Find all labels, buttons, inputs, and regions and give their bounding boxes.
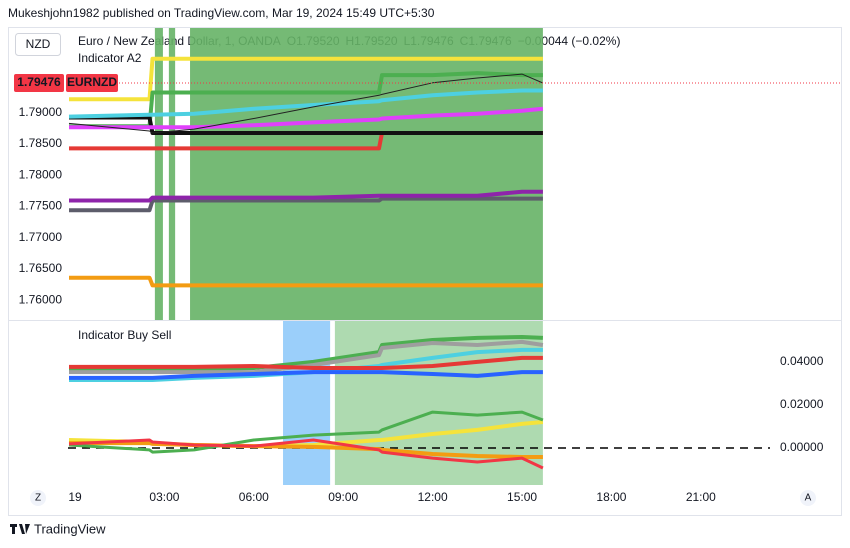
y-tick-label: 0.00000 [780,440,824,454]
price-change: −0.00044 (−0.02%) [518,34,621,48]
pane: 0.00000 0.02000 0.04000 Indicator Buy Sell 1… [68,321,824,504]
indicator-line [69,189,543,203]
published-line: Mukeshjohn1982 published on TradingView.… [8,6,435,20]
y-tick-label: 1.79000 [19,105,63,119]
ticker-tag [66,73,118,92]
ticker-tag-label: EURNZD [67,75,117,89]
indicator-line [69,115,543,135]
brand-logo [10,524,30,534]
x-tick-label: 21:00 [686,490,716,504]
price-tag-value: 1.79476 [17,75,61,89]
x-tick-label: 03:00 [149,490,179,504]
y-tick-label: 1.78500 [19,136,63,150]
indicator-line [69,275,543,288]
signal-zone [283,321,331,485]
indicator-line [69,106,544,130]
y-tick-label: 1.77000 [19,230,63,244]
x-tick-label: 18:00 [596,490,626,504]
x-tick-label: 12:00 [418,490,448,504]
indicator-line [68,88,543,119]
indicator-line [69,56,543,102]
signal-zone [154,28,163,320]
y-tick-label: 0.02000 [780,397,824,411]
indicator-line [69,71,543,129]
indicator-line [69,339,544,375]
brand-name: TradingView [34,521,106,536]
indicator-line [69,355,543,370]
y-tick-label: 0.04000 [780,354,824,368]
auto-button[interactable] [800,490,816,506]
y-tick-label: 1.76500 [19,261,63,275]
indicator-line [69,441,543,459]
signal-zone [168,28,176,320]
y-tick-label: 1.78000 [19,167,63,181]
y-tick-label: 1.77500 [19,199,63,213]
signal-zone [190,28,543,320]
indicator-title: Indicator A2 [78,51,142,65]
indicator-line [69,335,543,372]
x-tick-label: 09:00 [328,490,358,504]
y-tick-label: 1.76000 [19,292,63,306]
currency-label: NZD [26,37,51,51]
chart-frame [8,27,842,516]
zoom-label: Z [35,493,41,504]
indicator-line [69,370,543,380]
indicator-line [68,438,544,470]
x-tick-label: 06:00 [239,490,269,504]
currency-button[interactable] [15,33,61,56]
zoom-button[interactable] [30,490,46,506]
pane: 1.76000 1.76500 1.77000 1.77500 1.78000 1.785… [14,28,840,320]
price-tag [14,73,64,92]
indicator-line [68,410,544,454]
indicator-line [68,73,544,134]
x-tick-label: 19 [68,490,82,504]
indicator-line [69,196,543,213]
x-tick-label: 15:00 [507,490,537,504]
indicator-title: Indicator Buy Sell [78,328,171,342]
auto-label: A [805,493,812,504]
